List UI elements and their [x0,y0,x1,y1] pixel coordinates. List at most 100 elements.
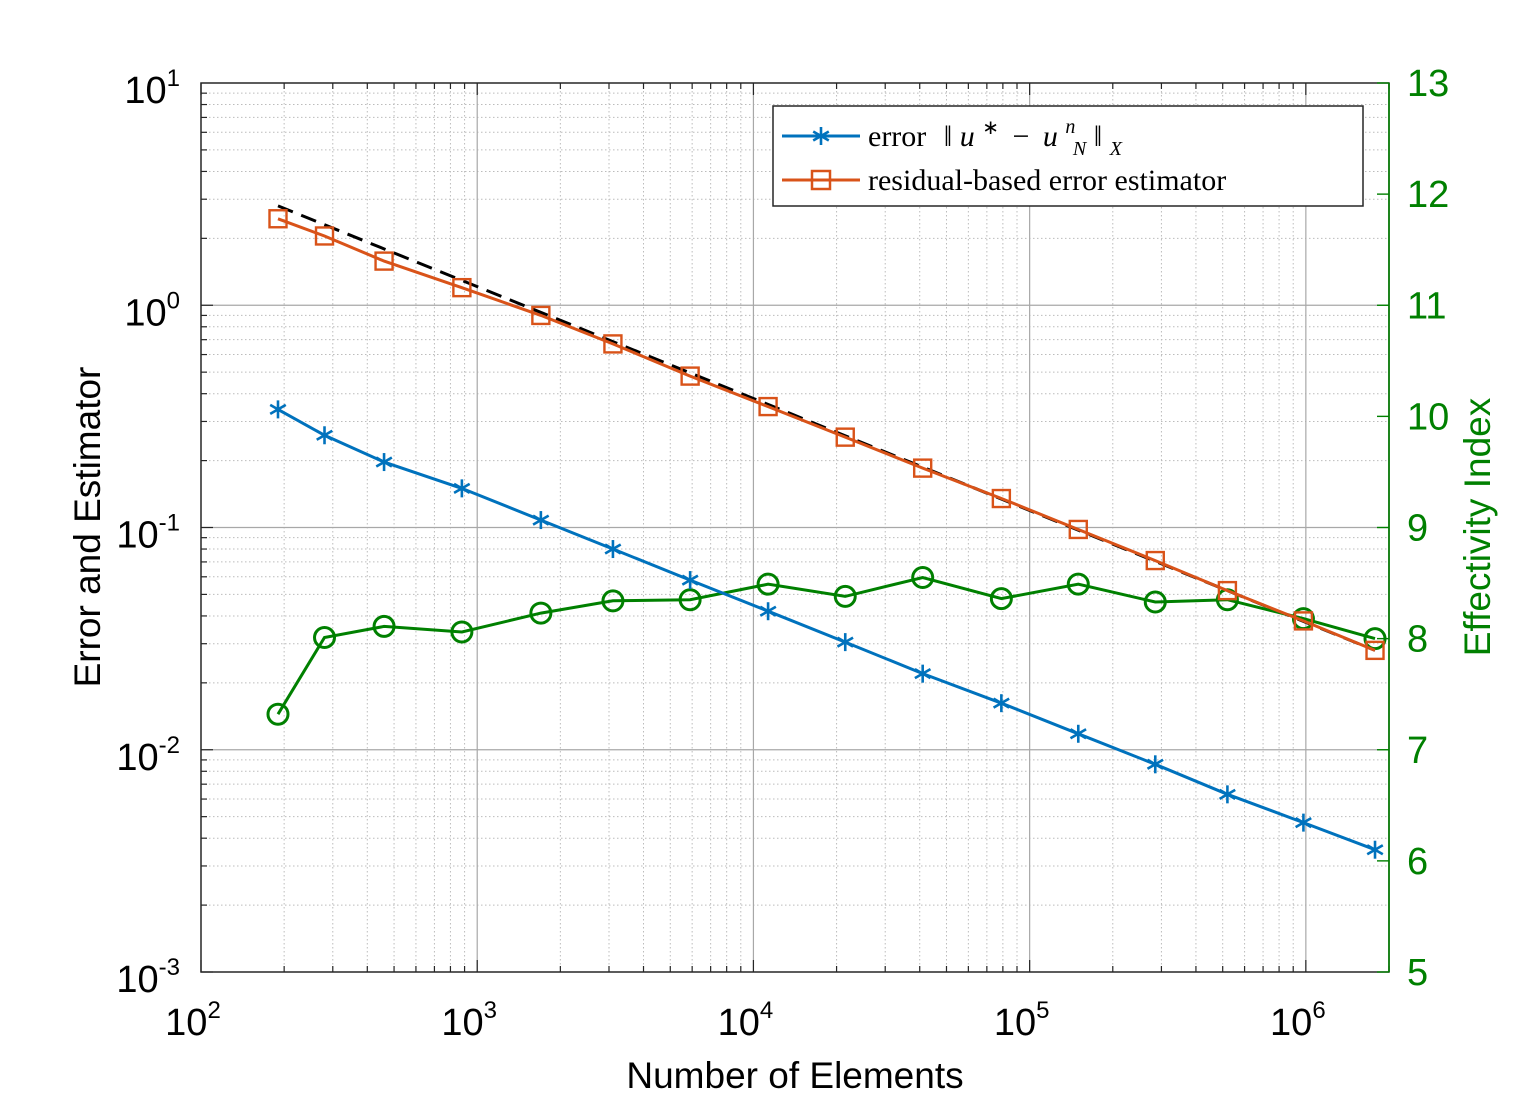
asterisk-stroke [812,130,830,142]
y-tick-base: 10 [116,515,158,557]
asterisk-stroke [759,605,777,617]
y-tick-base: 10 [116,737,158,779]
error-point [316,426,333,445]
y-tick-exponent: -2 [159,732,180,759]
effectivity-index-point [989,587,1013,611]
y-right-tick-label: 11 [1407,285,1446,327]
y-tick-label: 101 [124,65,180,112]
legend-error-minus: − [1013,120,1030,153]
y-right-tick-label: 10 [1407,396,1449,438]
legend-error-sub: N [1072,138,1088,160]
error-point [453,479,471,498]
asterisk-stroke [836,636,854,648]
y-right-tick-label: 8 [1407,619,1428,661]
residual-based-error-estimator-point [314,226,335,246]
error-point [604,540,622,559]
x-tick-exponent: 6 [1312,997,1325,1024]
y-tick-exponent: -1 [159,510,180,537]
legend-error-label: error ‖ u ∗ − u n N ‖ X [868,107,1123,162]
residual-based-error-estimator-point [268,209,288,229]
y-right-tick-label: 9 [1407,508,1428,550]
asterisk-stroke [604,543,622,555]
y-tick-label: 10-2 [116,732,180,779]
x-tick-exponent: 4 [760,997,773,1024]
effectivity-index-point [450,620,474,644]
x-axis-title: Number of Elements [626,1055,963,1096]
y-tick-label: 100 [124,287,180,334]
residual-based-error-estimator-line [277,217,1376,652]
y-right-tick-labels: 5 6 7 8 9 10 11 12 13 [1407,63,1449,994]
residual-based-error-estimator-point [835,427,855,447]
error-line [277,408,1376,852]
legend-error-sup: n [1065,116,1075,138]
legend-asterisk [812,127,830,145]
y-right-tick-label: 12 [1407,174,1449,216]
residual-based-error-estimator-point [1068,519,1088,540]
y-tick-label: 10-3 [116,954,180,1001]
effectivity-index-point [601,589,625,613]
error-point [759,602,777,621]
x-tick-base: 10 [441,1002,483,1044]
effectivity-index-line [276,575,1376,715]
asterisk-stroke [532,514,550,526]
y-right-tick-label: 5 [1407,952,1428,994]
y-right-axis-title: Effectivity Index [1457,397,1498,656]
residual-based-error-estimator-point [1293,611,1314,631]
x-tick-label: 105 [994,997,1050,1044]
residual-based-error-estimator-point [452,277,472,298]
residual-based-error-estimator-point [680,366,700,386]
legend-error-norm-close: ‖ [1094,120,1102,153]
error-point [992,694,1010,713]
axis-ticks [200,82,1390,973]
legend-error-u: u [960,120,975,153]
y-tick-base: 10 [124,70,166,112]
error-point [375,453,393,472]
residual-based-error-estimator-point [991,488,1012,509]
residual-based-error-estimator-point [912,458,933,478]
asterisk-stroke [316,429,333,441]
asterisk-stroke [1146,758,1164,770]
residual-based-error-estimator-point [1365,640,1385,661]
asterisk-stroke [1069,728,1087,740]
legend-estimator-marker [810,169,832,191]
error-point [914,664,932,683]
series-layer [266,204,1387,859]
y-tick-exponent: 1 [167,65,180,92]
error-point [1069,724,1087,743]
x-tick-labels: 102 103 104 105 106 [165,997,1325,1044]
asterisk-stroke [992,697,1010,709]
legend-error-sub-x: X [1109,138,1123,160]
legend: error ‖ u ∗ − u n N ‖ X residual-based e… [772,105,1364,207]
legend-error-u2: u [1043,120,1058,153]
legend-error-star: ∗ [982,117,999,139]
effectivity-index-point [833,584,857,608]
legend-error-norm-open: ‖ [944,120,952,153]
residual-based-error-estimator-point [531,305,551,326]
effectivity-index-point [266,702,290,726]
effectivity-index-point [1363,627,1387,651]
error-point [1218,785,1236,804]
x-tick-exponent: 5 [1036,997,1049,1024]
y-tick-exponent: 0 [167,287,180,314]
effectivity-index-point [1143,590,1167,614]
residual-based-error-estimator-point [758,396,778,417]
asterisk-stroke [1366,844,1384,856]
residual-based-error-estimator-point [374,251,394,271]
effectivity-index-point [313,626,337,650]
error-point [1366,840,1384,859]
y-tick-base: 10 [124,292,166,334]
y-tick-base: 10 [116,959,158,1001]
x-tick-exponent: 2 [207,997,220,1024]
x-tick-base: 10 [1270,1002,1312,1044]
effectivity-index-point [678,588,702,612]
asterisk-stroke [269,403,287,416]
y-right-tick-label: 7 [1407,730,1428,772]
error-point [269,400,287,419]
legend-error-word: error [868,120,926,153]
error-point [1146,755,1164,774]
effectivity-index-point [1066,572,1090,596]
major-grid [201,83,1389,972]
y-right-tick-label: 13 [1407,63,1449,105]
error-point [532,511,550,530]
